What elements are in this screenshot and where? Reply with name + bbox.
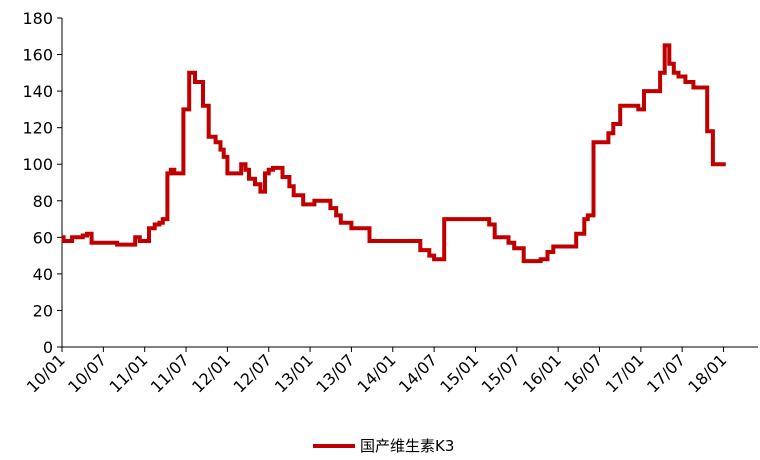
y-tick-label: 100 — [22, 155, 53, 174]
y-tick-label: 180 — [22, 9, 53, 28]
x-tick-label: 12/01 — [188, 350, 234, 396]
y-tick-label: 80 — [33, 192, 53, 211]
y-tick-label: 120 — [22, 119, 53, 138]
x-tick-label: 13/01 — [271, 350, 317, 396]
x-tick-label: 10/01 — [23, 350, 69, 396]
x-axis: 10/0110/0711/0111/0712/0112/0713/0113/07… — [23, 346, 758, 396]
y-tick-label: 40 — [33, 265, 53, 284]
x-tick-label: 17/07 — [643, 350, 689, 396]
x-tick-label: 12/07 — [230, 350, 276, 396]
y-tick-label: 0 — [43, 338, 53, 357]
x-tick-label: 14/01 — [354, 350, 400, 396]
legend: 国产维生素K3 — [313, 437, 454, 455]
x-tick-label: 15/07 — [478, 350, 524, 396]
x-tick-label: 11/07 — [147, 350, 193, 396]
x-tick-label: 17/01 — [602, 350, 648, 396]
x-tick-label: 18/01 — [684, 350, 730, 396]
y-axis: 0 20 40 60 80 100 120 140 160 180 — [22, 9, 63, 357]
x-tick-label: 15/01 — [436, 350, 482, 396]
legend-label: 国产维生素K3 — [360, 437, 454, 455]
x-tick-label: 16/07 — [560, 350, 606, 396]
y-tick-label: 20 — [33, 301, 53, 320]
y-tick-label: 60 — [33, 228, 53, 247]
x-tick-label: 14/07 — [395, 350, 441, 396]
series-line-0 — [61, 43, 726, 264]
x-tick-label: 13/07 — [312, 350, 358, 396]
x-tick-label: 10/07 — [64, 350, 110, 396]
x-tick-label: 11/01 — [105, 350, 151, 396]
series-layer — [61, 43, 726, 264]
y-tick-label: 160 — [22, 46, 53, 65]
y-tick-label: 140 — [22, 82, 53, 101]
x-tick-label: 16/01 — [519, 350, 565, 396]
